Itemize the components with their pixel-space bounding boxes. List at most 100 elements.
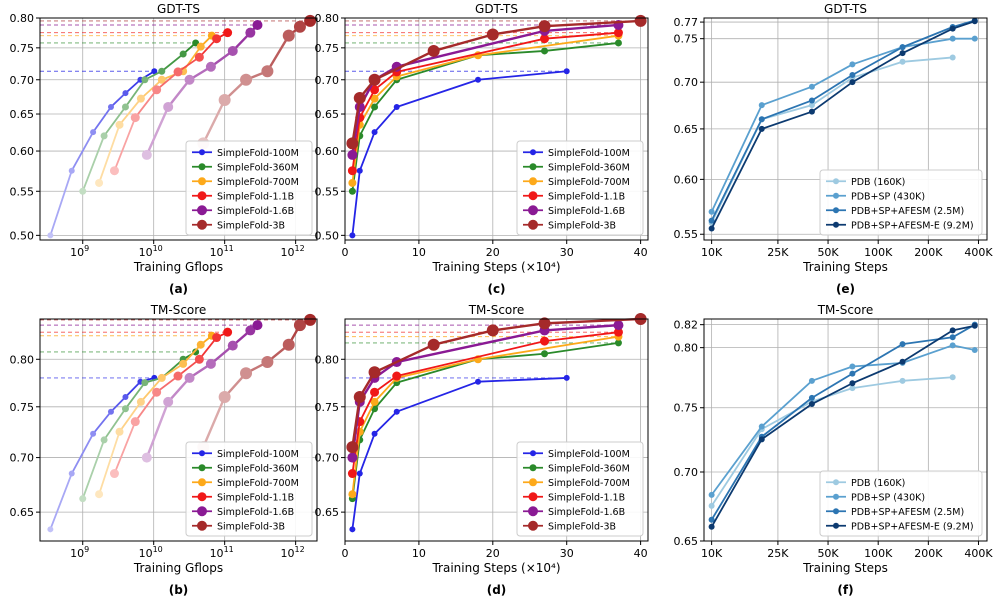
data-point bbox=[141, 452, 152, 463]
series-segment bbox=[901, 344, 954, 364]
legend: SimpleFold-100M SimpleFold-360M SimpleFold… bbox=[185, 441, 313, 537]
data-point bbox=[427, 338, 440, 351]
data-point bbox=[371, 103, 379, 111]
data-point bbox=[370, 397, 379, 406]
legend-marker bbox=[198, 177, 206, 186]
data-point bbox=[613, 327, 623, 337]
data-point bbox=[563, 374, 570, 381]
data-point bbox=[245, 325, 256, 336]
x-tick-label: 200K bbox=[914, 246, 943, 259]
x-tick-label: 400K bbox=[964, 547, 993, 560]
series-segment bbox=[851, 343, 904, 375]
y-tick-label: 0.60 bbox=[10, 145, 35, 158]
y-tick-label: 0.80 bbox=[674, 342, 699, 355]
data-point bbox=[115, 427, 124, 436]
x-tick-label: 100K bbox=[864, 547, 893, 560]
data-point bbox=[304, 313, 317, 326]
data-point bbox=[540, 34, 550, 44]
data-point bbox=[115, 120, 124, 129]
y-tick-label: 0.70 bbox=[315, 74, 340, 87]
data-point bbox=[899, 50, 906, 57]
data-point bbox=[205, 358, 216, 369]
series-segment bbox=[491, 322, 546, 332]
y-tick-label: 0.75 bbox=[674, 33, 699, 46]
legend-marker bbox=[197, 191, 207, 201]
chart-panel-e: 10K 25K 50K 100K 200K 400K 0.55 0.60 0.65 0.70 0.7… bbox=[674, 2, 994, 296]
panel-caption: (a) bbox=[169, 282, 188, 296]
data-point bbox=[758, 116, 765, 123]
series-segment bbox=[134, 88, 158, 119]
series-segment bbox=[851, 46, 904, 76]
legend-marker bbox=[833, 508, 839, 515]
data-point bbox=[486, 28, 499, 41]
data-point bbox=[252, 19, 263, 30]
data-point bbox=[708, 516, 715, 523]
data-point bbox=[347, 469, 357, 479]
data-point bbox=[218, 94, 231, 107]
series-afesm bbox=[708, 321, 978, 523]
series-s100M bbox=[349, 374, 570, 533]
data-point bbox=[475, 378, 482, 385]
series-segment bbox=[351, 96, 361, 145]
x-tick-label: 1010 bbox=[139, 244, 163, 259]
series-segment bbox=[198, 336, 218, 361]
legend-label: PDB (160K) bbox=[851, 177, 905, 188]
series-s16B bbox=[141, 320, 263, 463]
data-point bbox=[949, 327, 956, 334]
legend-label: SimpleFold-3B bbox=[217, 220, 285, 231]
data-point bbox=[121, 103, 129, 111]
y-tick-label: 0.55 bbox=[674, 228, 699, 241]
series-segment bbox=[760, 379, 813, 428]
series-segment bbox=[145, 105, 170, 157]
series-segment bbox=[760, 99, 813, 121]
data-point bbox=[141, 379, 149, 387]
legend-label: SimpleFold-1.6B bbox=[548, 206, 625, 217]
x-tick-label: 200K bbox=[914, 547, 943, 560]
x-tick-label: 0 bbox=[342, 547, 349, 560]
data-point bbox=[899, 44, 906, 51]
data-point bbox=[346, 441, 359, 454]
data-point bbox=[427, 44, 440, 57]
data-point bbox=[971, 35, 978, 42]
x-axis-label: Training Steps (×10⁴) bbox=[431, 561, 560, 575]
legend-box bbox=[819, 169, 983, 236]
x-tick-label: 20 bbox=[486, 246, 500, 259]
series-segment bbox=[358, 400, 376, 433]
series-segment bbox=[110, 396, 127, 413]
data-point bbox=[79, 187, 87, 195]
data-point bbox=[808, 102, 815, 109]
data-point bbox=[173, 67, 183, 77]
data-point bbox=[371, 430, 378, 437]
data-point bbox=[141, 76, 149, 84]
series-segment bbox=[543, 342, 620, 355]
data-point bbox=[949, 342, 956, 349]
series-s11B bbox=[109, 28, 233, 176]
legend-marker bbox=[528, 191, 538, 201]
data-point bbox=[949, 374, 956, 381]
series-segment bbox=[851, 46, 904, 66]
data-point bbox=[122, 90, 129, 97]
data-point bbox=[541, 350, 549, 358]
data-point bbox=[163, 101, 174, 112]
data-point bbox=[261, 65, 274, 78]
series-segment bbox=[432, 329, 495, 346]
data-point bbox=[109, 166, 119, 176]
data-point bbox=[346, 137, 359, 150]
series-s3B bbox=[346, 313, 647, 454]
series-segment bbox=[395, 78, 479, 108]
series-segment bbox=[811, 387, 854, 403]
series-segment bbox=[543, 317, 642, 325]
series-segment bbox=[710, 435, 763, 521]
legend-label: SimpleFold-1.6B bbox=[217, 507, 294, 518]
data-point bbox=[849, 380, 856, 387]
series-segment bbox=[901, 336, 954, 346]
x-tick-label: 40 bbox=[634, 547, 648, 560]
series-segment bbox=[811, 372, 854, 399]
series-segment bbox=[202, 395, 226, 449]
legend-marker bbox=[199, 450, 205, 457]
data-point bbox=[758, 102, 765, 109]
legend-label: PDB+SP+AFESM-E (9.2M) bbox=[851, 220, 974, 231]
legend-label: SimpleFold-3B bbox=[217, 521, 285, 532]
data-point bbox=[348, 490, 357, 499]
legend-label: SimpleFold-100M bbox=[217, 449, 299, 460]
